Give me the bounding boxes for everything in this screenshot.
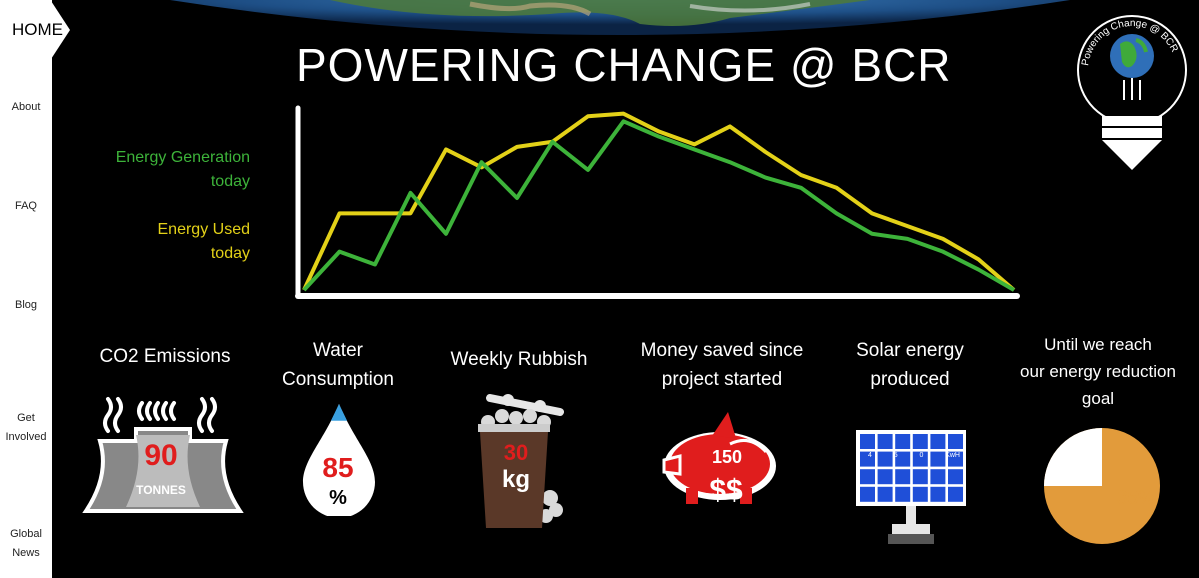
solar-cell bbox=[930, 486, 946, 502]
cooling-tower-icon bbox=[82, 397, 244, 513]
nav-global-news[interactable]: Global News bbox=[0, 525, 52, 563]
series-line-generation bbox=[302, 119, 1015, 292]
powering-change-logo: Powering Change @ BCR bbox=[1077, 15, 1187, 170]
solar-cell bbox=[912, 469, 928, 485]
legend-generation-line1: Energy Generation bbox=[115, 149, 250, 166]
goal-label-line2: our energy reduction bbox=[1020, 362, 1176, 381]
water-label: Water Consumption bbox=[258, 336, 418, 394]
solar-cell bbox=[860, 434, 875, 449]
solar-panel-icon bbox=[856, 430, 966, 544]
solar-cell bbox=[930, 451, 946, 467]
solar-readout-digit1: 4 bbox=[868, 452, 872, 459]
rubbish-label: Weekly Rubbish bbox=[450, 349, 588, 370]
money-label-line1: Money saved since bbox=[640, 340, 804, 361]
water-drop-icon bbox=[303, 404, 375, 516]
solar-cell bbox=[877, 434, 893, 449]
goal-pie-remaining bbox=[1044, 428, 1102, 486]
home-nav-tab[interactable]: HOME bbox=[0, 0, 70, 60]
water-unit: % bbox=[329, 487, 347, 509]
solar-cell bbox=[895, 434, 911, 449]
solar-cell bbox=[930, 434, 946, 449]
water-label-line2: Consumption bbox=[282, 369, 394, 390]
solar-cell bbox=[912, 434, 928, 449]
nav-get-involved-line2: Involved bbox=[5, 431, 47, 443]
energy-line-chart bbox=[295, 105, 1020, 299]
money-value: 150 bbox=[711, 447, 743, 467]
legend-generation-line2: today bbox=[210, 173, 250, 190]
legend-used: Energy Used today bbox=[60, 218, 251, 266]
goal-value: 35% bbox=[1116, 488, 1156, 509]
solar-cell bbox=[948, 469, 963, 485]
nav-blog[interactable]: Blog bbox=[14, 299, 38, 311]
solar-readout-digit3: 0 bbox=[919, 452, 924, 459]
sidebar bbox=[0, 0, 52, 578]
co2-value: 90 bbox=[144, 439, 178, 472]
money-label: Money saved since project started bbox=[618, 336, 826, 394]
earth-horizon-image bbox=[170, 0, 1070, 35]
solar-cell bbox=[895, 469, 911, 485]
solar-cell bbox=[912, 486, 928, 502]
nav-about[interactable]: About bbox=[11, 101, 41, 113]
nav-get-involved[interactable]: Get Involved bbox=[0, 409, 52, 447]
legend-used-line2: today bbox=[210, 245, 250, 262]
water-label-line1: Water bbox=[313, 340, 363, 361]
solar-cell bbox=[948, 434, 963, 449]
solar-readout-digit2: 5 bbox=[893, 452, 898, 459]
solar-label-line2: produced bbox=[870, 369, 950, 390]
piggy-bank-icon bbox=[662, 412, 776, 504]
solar-cell bbox=[860, 469, 875, 485]
solar-cell bbox=[877, 486, 893, 502]
nav-faq[interactable]: FAQ bbox=[14, 200, 37, 212]
solar-cell bbox=[912, 451, 928, 467]
solar-cell bbox=[860, 451, 875, 467]
home-nav-label: HOME bbox=[12, 20, 63, 39]
legend-generation: Energy Generation today bbox=[60, 146, 250, 194]
money-unit: $$ bbox=[709, 474, 743, 507]
solar-cell bbox=[877, 451, 893, 467]
nav-get-involved-line1: Get bbox=[17, 412, 35, 424]
money-label-line2: project started bbox=[661, 369, 783, 390]
solar-cell bbox=[877, 469, 893, 485]
legend-used-line1: Energy Used bbox=[157, 221, 251, 238]
water-value: 85 bbox=[322, 452, 354, 483]
goal-label: Until we reach our energy reduction goal bbox=[1000, 331, 1196, 412]
solar-label: Solar energy produced bbox=[832, 336, 988, 394]
solar-label-line1: Solar energy bbox=[856, 340, 964, 361]
solar-cell bbox=[948, 486, 963, 502]
solar-readout: 4 5 0 KwH bbox=[868, 452, 960, 459]
rubbish-bin-icon bbox=[478, 394, 564, 528]
page-title: POWERING CHANGE @ BCR bbox=[296, 39, 952, 91]
goal-label-line1: Until we reach bbox=[1044, 335, 1152, 354]
goal-pie-chart bbox=[1044, 428, 1160, 544]
series-line-used bbox=[302, 111, 1016, 292]
nav-global-news-line1: Global bbox=[10, 528, 42, 540]
solar-cell bbox=[895, 451, 911, 467]
rubbish-unit: kg bbox=[501, 466, 530, 493]
solar-readout-unit: KwH bbox=[945, 452, 960, 459]
goal-label-line3: goal bbox=[1081, 389, 1115, 408]
solar-cell bbox=[895, 486, 911, 502]
solar-cell bbox=[860, 486, 875, 502]
solar-cell bbox=[930, 469, 946, 485]
co2-label: CO2 Emissions bbox=[99, 346, 231, 367]
rubbish-value: 30 bbox=[503, 440, 529, 465]
co2-unit: TONNES bbox=[136, 483, 186, 497]
nav-global-news-line2: News bbox=[12, 547, 40, 559]
solar-cell bbox=[948, 451, 963, 467]
water-fill-level bbox=[330, 404, 348, 421]
